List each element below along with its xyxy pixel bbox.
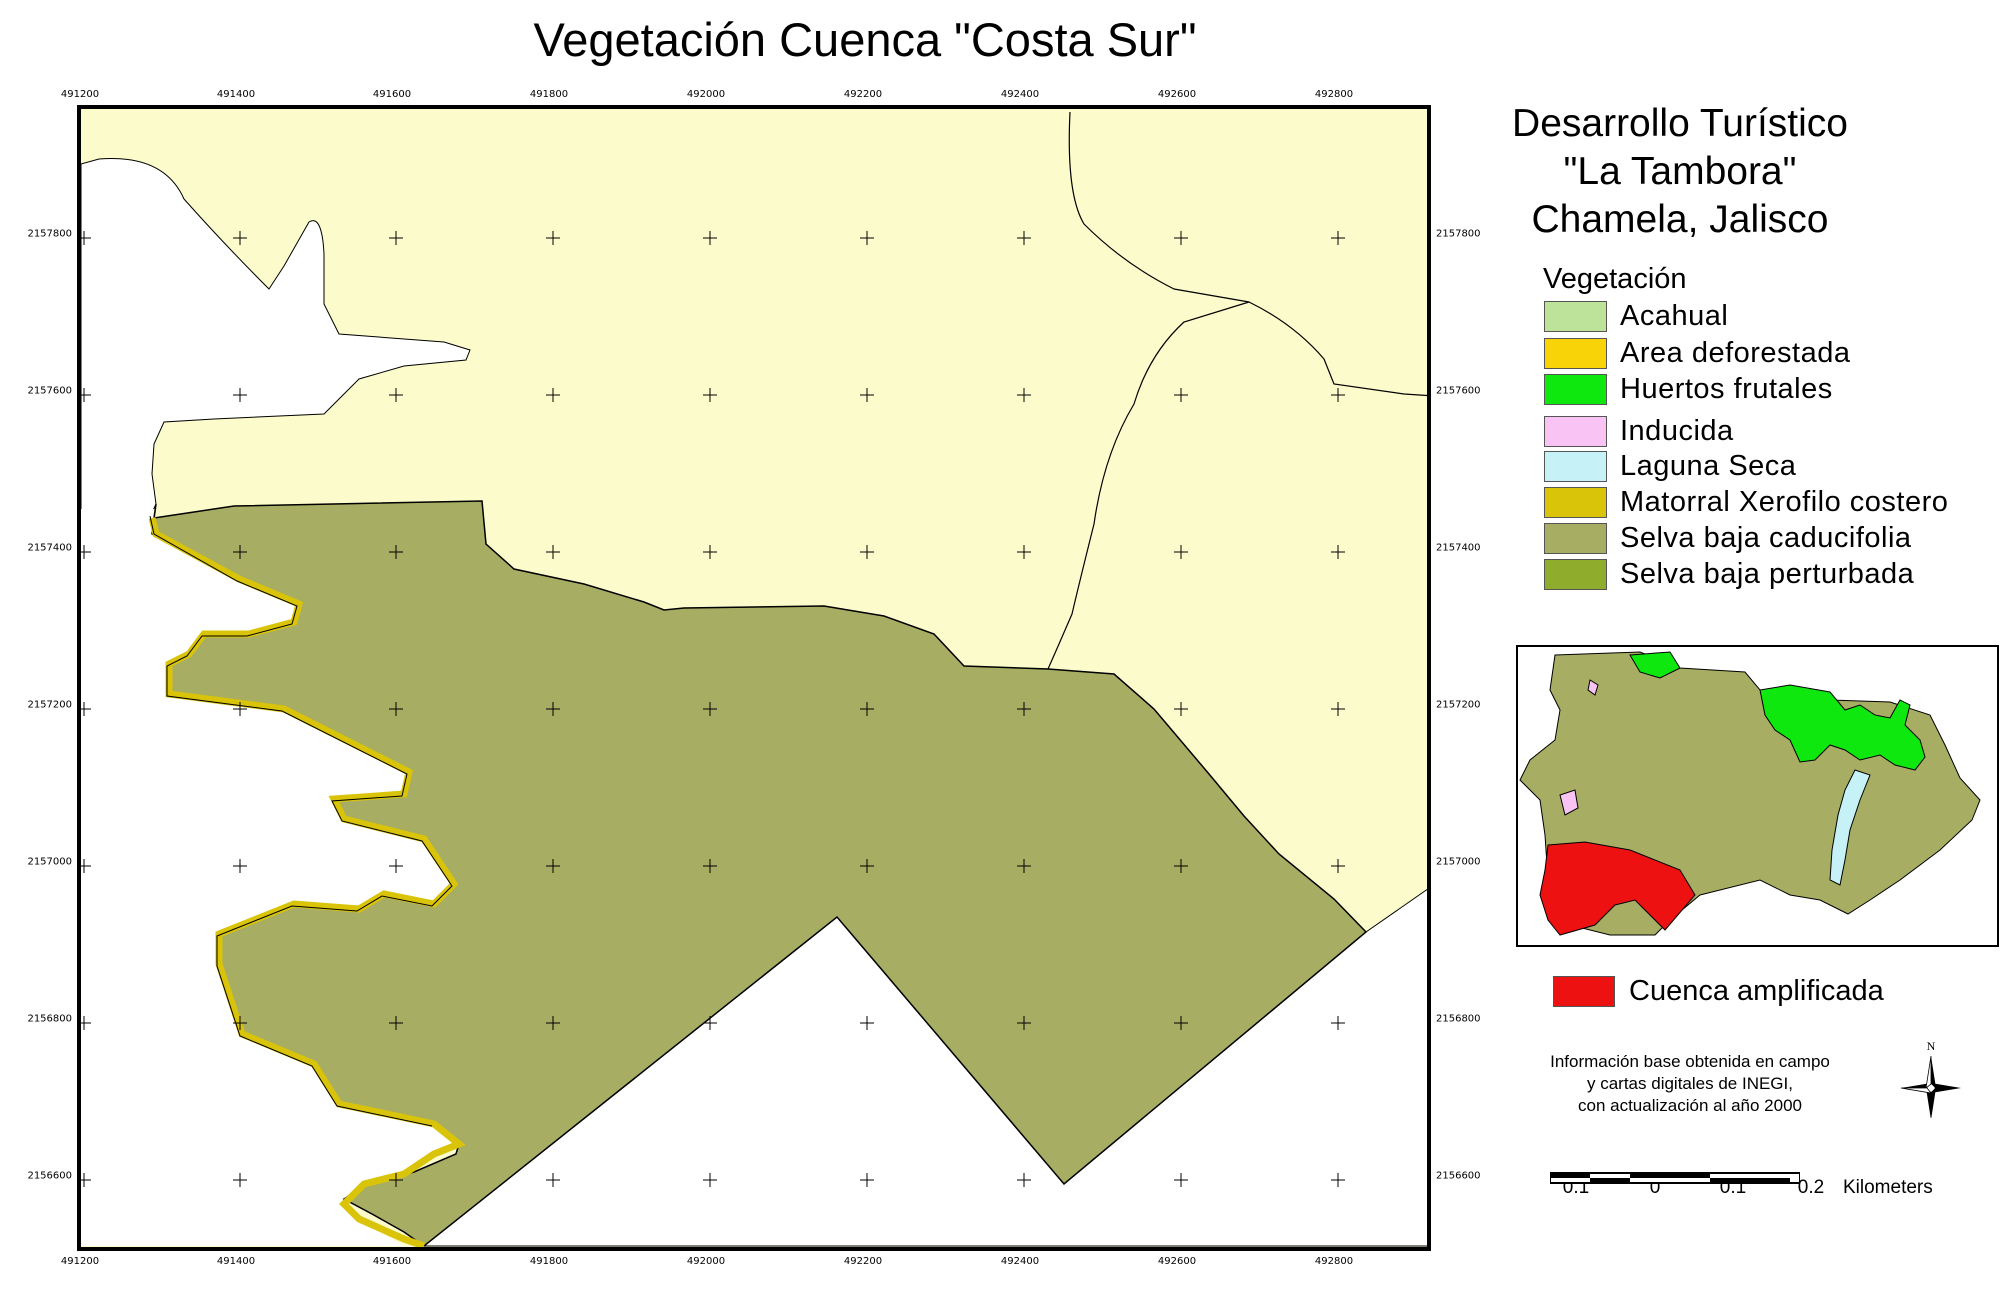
y-tick-label: 2157400 xyxy=(27,542,72,554)
legend-swatch xyxy=(1544,450,1607,482)
legend-item: Inducida xyxy=(1544,415,1734,447)
matorral-outline xyxy=(149,515,453,1127)
legend-label: Selva baja perturbada xyxy=(1620,557,1915,590)
x-tick-label: 491800 xyxy=(529,1256,569,1267)
source-note: Información base obtenida en campo y car… xyxy=(1506,1051,1874,1117)
outside-area-north-west xyxy=(81,158,471,520)
source-note-line1: Información base obtenida en campo xyxy=(1550,1052,1830,1071)
inset-cuenca-amplificada xyxy=(1539,841,1696,936)
legend-swatch xyxy=(1544,486,1607,518)
legend-item: Huertos frutales xyxy=(1544,373,1833,405)
boundary-line-east xyxy=(1047,301,1250,670)
source-note-line2: y cartas digitales de INEGI, xyxy=(1587,1074,1793,1093)
outside-area-west xyxy=(81,509,459,1246)
legend-item: Selva baja caducifolia xyxy=(1544,522,1912,554)
legend-swatch xyxy=(1544,373,1607,405)
y-tick-label: 2157000 xyxy=(27,856,72,868)
x-tick-label: 492400 xyxy=(1000,1256,1040,1267)
legend-item: Laguna Seca xyxy=(1544,450,1796,482)
x-tick-label: 492400 xyxy=(1000,89,1040,100)
project-title-line1: Desarrollo Turístico xyxy=(1512,102,1848,145)
x-tick-label: 492800 xyxy=(1314,1256,1354,1267)
y-tick-label: 2157600 xyxy=(27,385,72,397)
y-tick-label: 2157800 xyxy=(27,228,72,240)
y-tick-label: 2157000 xyxy=(1436,856,1481,868)
source-note-line3: con actualización al año 2000 xyxy=(1578,1096,1802,1115)
legend-swatch xyxy=(1544,522,1607,554)
inset-inducida xyxy=(1559,789,1579,816)
coordinate-grid xyxy=(81,231,1345,1187)
map-title: Vegetación Cuenca "Costa Sur" xyxy=(533,13,1197,66)
inset-map-canvas xyxy=(1519,651,1981,936)
x-tick-label: 491600 xyxy=(372,89,412,100)
legend-label: Inducida xyxy=(1620,414,1734,447)
x-tick-label: 492200 xyxy=(843,89,883,100)
legend-swatch xyxy=(1544,337,1607,369)
x-tick-label: 491200 xyxy=(60,1256,100,1267)
legend-item: Area deforestada xyxy=(1544,337,1850,369)
legend-item: Acahual xyxy=(1544,300,1728,332)
y-tick-label: 2157800 xyxy=(1436,228,1481,240)
y-tick-label: 2156800 xyxy=(1436,1013,1481,1025)
legend-swatch xyxy=(1544,415,1607,447)
legend-label: Matorral Xerofilo costero xyxy=(1620,485,1949,518)
legend-item: Matorral Xerofilo costero xyxy=(1544,486,1948,518)
y-tick-label: 2156600 xyxy=(1436,1170,1481,1182)
x-tick-label: 492000 xyxy=(686,1256,726,1267)
inset-inducida-2 xyxy=(1587,679,1599,696)
scale-bar xyxy=(1549,1170,1801,1191)
north-label: N xyxy=(1927,1039,1936,1053)
legend-label: Selva baja caducifolia xyxy=(1620,521,1912,554)
x-tick-label: 492600 xyxy=(1157,89,1197,100)
inset-huertos-frutales xyxy=(1759,684,1926,771)
legend-item: Selva baja perturbada xyxy=(1544,558,1914,590)
scale-unit-label: Kilometers xyxy=(1843,1177,1933,1198)
inset-huertos-frutales-2 xyxy=(1629,651,1681,679)
x-tick-label: 492200 xyxy=(843,1256,883,1267)
y-tick-label: 2157200 xyxy=(1436,699,1481,711)
y-tick-label: 2157200 xyxy=(27,699,72,711)
inset-legend: Cuenca amplificada xyxy=(1553,975,1884,1008)
x-tick-label: 492600 xyxy=(1157,1256,1197,1267)
legend-label: Huertos frutales xyxy=(1620,372,1833,405)
legend-label: Area deforestada xyxy=(1620,336,1851,369)
inset-map[interactable] xyxy=(1516,645,1999,947)
x-tick-label: 491200 xyxy=(60,89,100,100)
x-tick-label: 491400 xyxy=(216,89,256,100)
scale-tick-label: 0.2 xyxy=(1797,1177,1825,1198)
x-tick-label: 492800 xyxy=(1314,89,1354,100)
x-tick-label: 491800 xyxy=(529,89,569,100)
project-title-line3: Chamela, Jalisco xyxy=(1531,198,1829,241)
y-tick-label: 2156600 xyxy=(27,1170,72,1182)
legend-label: Acahual xyxy=(1620,299,1729,332)
x-tick-label: 491400 xyxy=(216,1256,256,1267)
project-title-line2: "La Tambora" xyxy=(1563,150,1797,193)
x-tick-label: 492000 xyxy=(686,89,726,100)
boundary-line-north xyxy=(1068,111,1427,397)
map-canvas xyxy=(81,111,1427,1247)
legend-label: Laguna Seca xyxy=(1620,449,1797,482)
y-tick-label: 2157600 xyxy=(1436,385,1481,397)
y-tick-label: 2157400 xyxy=(1436,542,1481,554)
main-map[interactable] xyxy=(77,105,1431,1251)
cuenca-amplificada-swatch xyxy=(1553,976,1615,1007)
x-tick-label: 491600 xyxy=(372,1256,412,1267)
scale-tick-label: 0 xyxy=(1649,1177,1661,1198)
north-arrow-icon: N xyxy=(1896,1038,1966,1123)
legend-heading: Vegetación xyxy=(1543,263,1687,295)
y-tick-label: 2156800 xyxy=(27,1013,72,1025)
legend-swatch xyxy=(1544,300,1607,332)
cuenca-amplificada-label: Cuenca amplificada xyxy=(1629,975,1884,1007)
legend-swatch xyxy=(1544,558,1607,590)
project-title: Desarrollo Turístico "La Tambora" Chamel… xyxy=(1480,100,1880,244)
inset-laguna-seca xyxy=(1829,769,1871,886)
